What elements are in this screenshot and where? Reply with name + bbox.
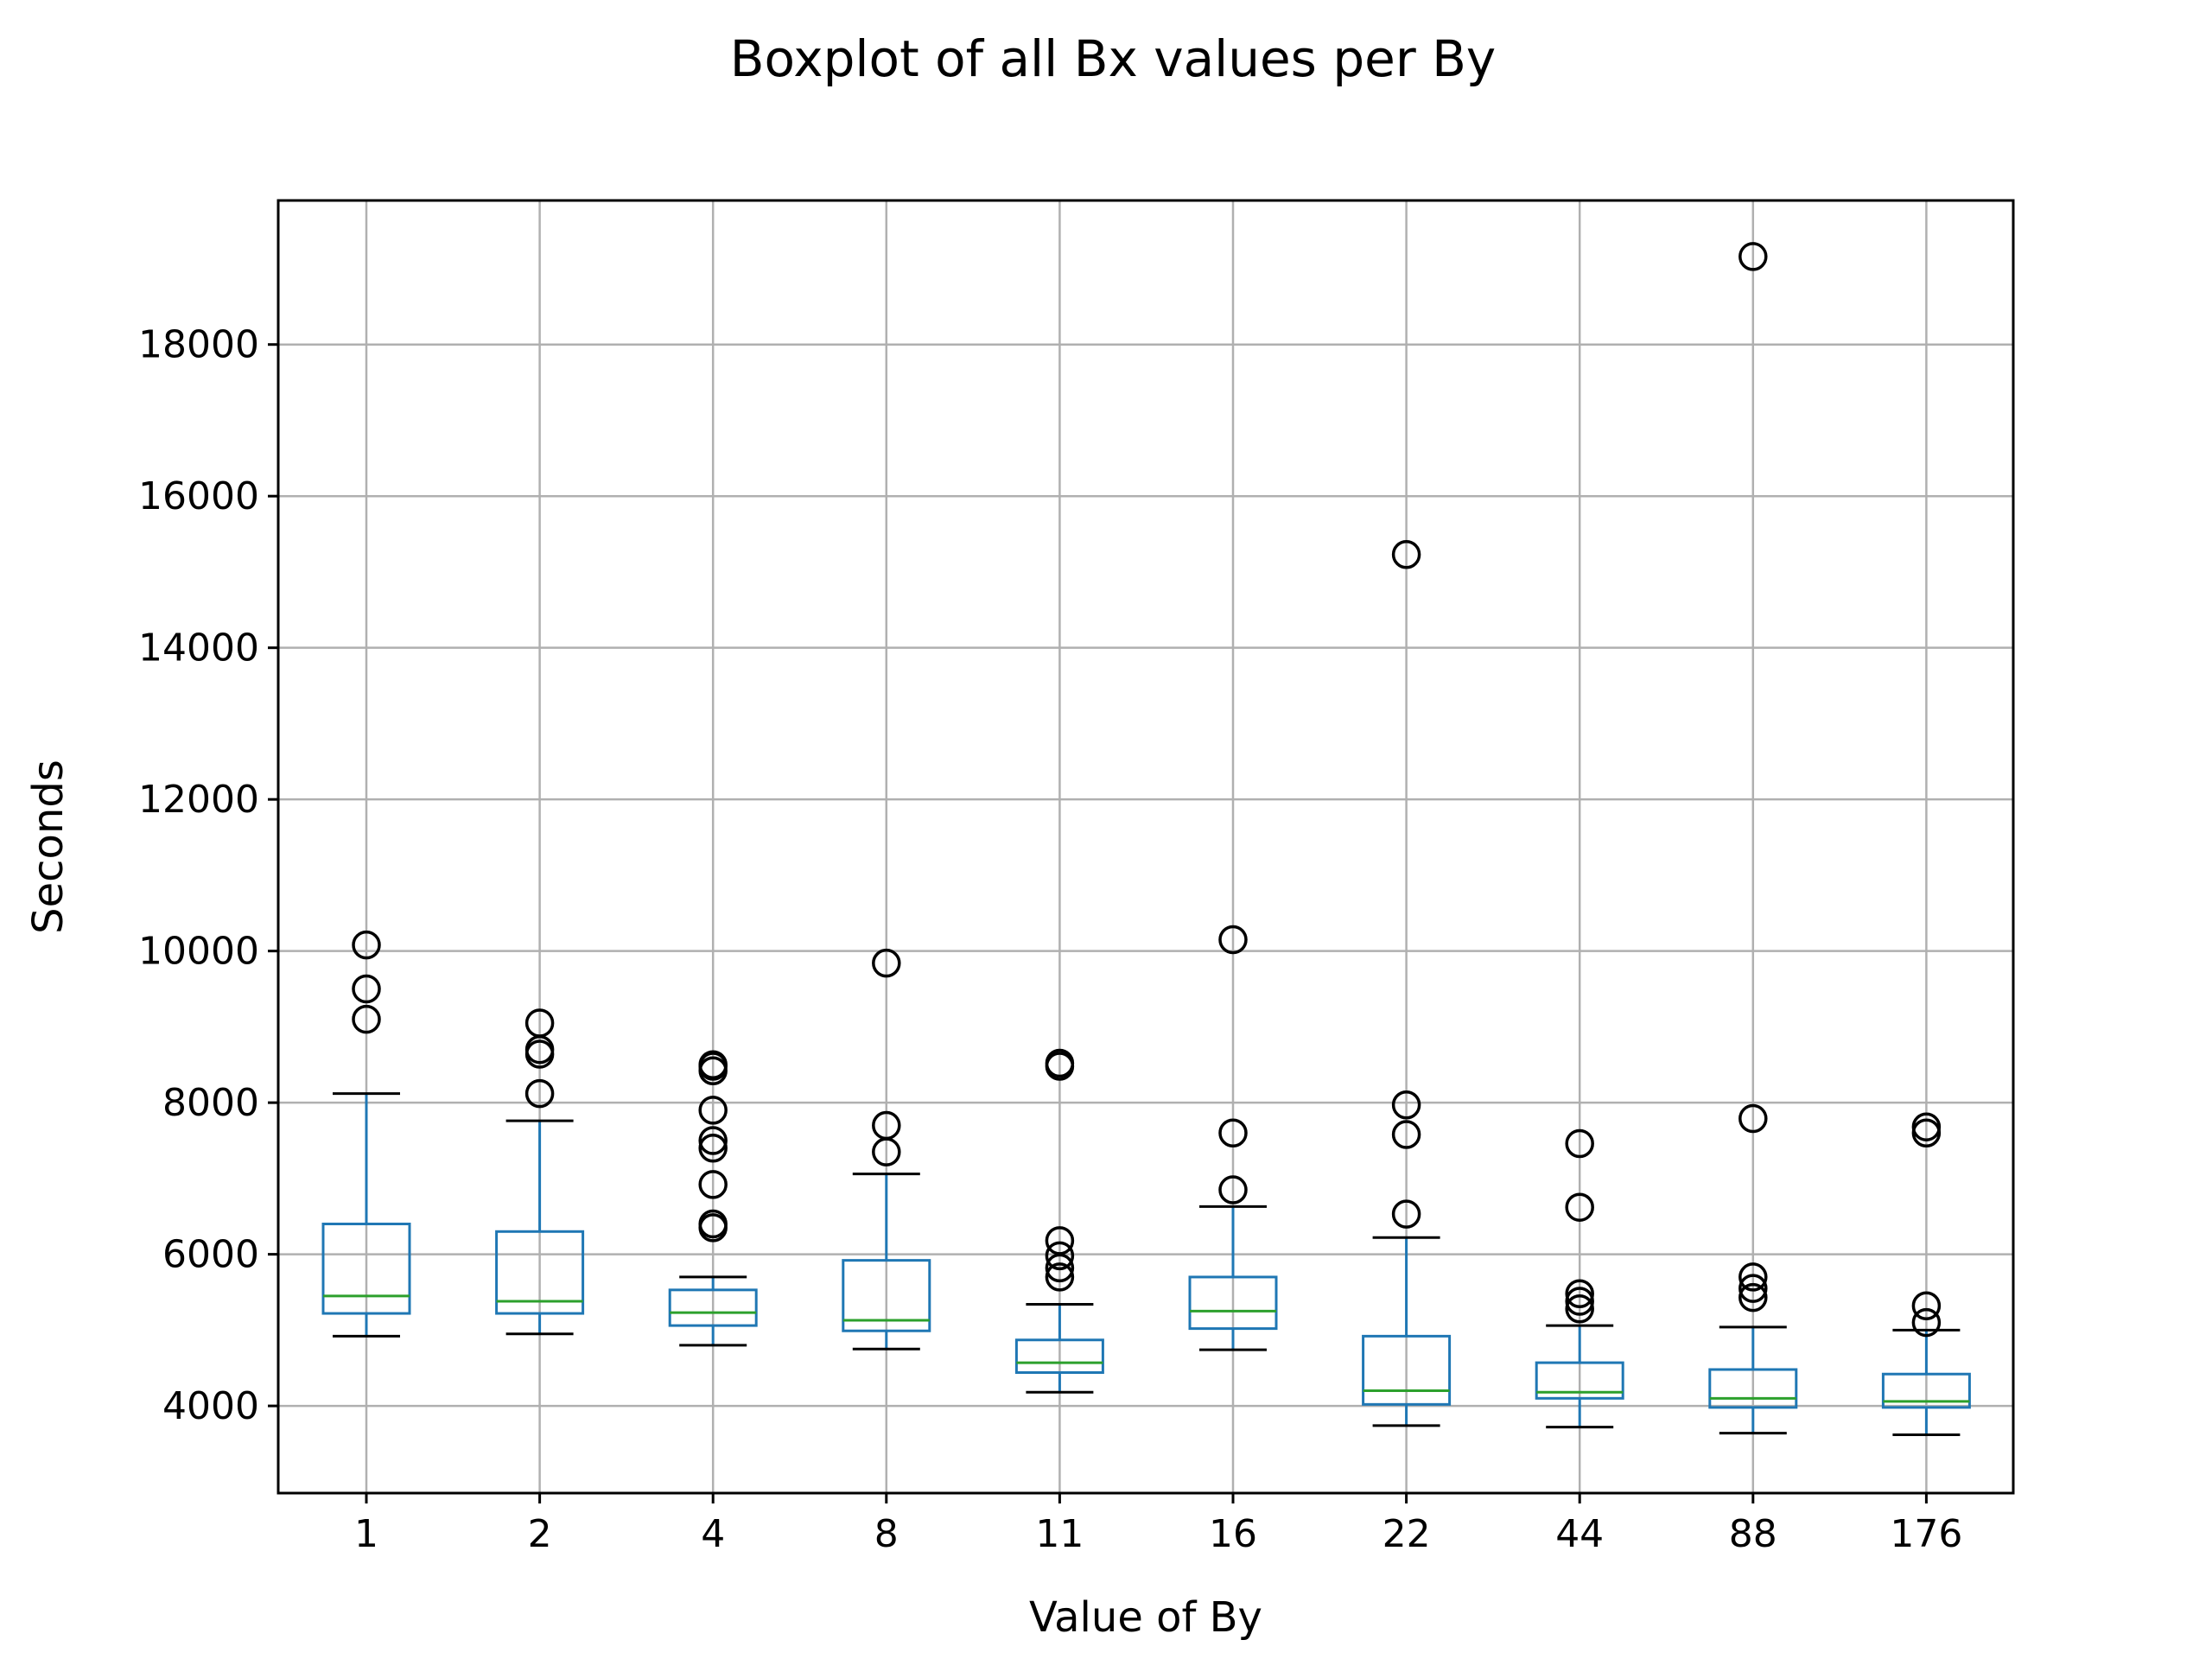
outlier-point [524, 1078, 555, 1109]
outlier-point [698, 1209, 728, 1239]
outlier-point [698, 1050, 728, 1080]
outlier-point [1565, 1192, 1594, 1222]
y-tick-label: 16000 [138, 474, 259, 518]
box-group-4 [668, 1050, 758, 1347]
x-axis-label: Value of By [1029, 1593, 1262, 1642]
x-tick-label: 2 [528, 1512, 552, 1556]
outlier-point [1045, 1241, 1075, 1271]
x-tick-label: 11 [1035, 1512, 1084, 1556]
chart-title: Boxplot of all Bx values per By [730, 29, 1496, 88]
outlier-point [698, 1134, 728, 1163]
box-group-44 [1535, 1128, 1624, 1429]
x-tick-label: 16 [1209, 1512, 1257, 1556]
x-tick-label: 1 [354, 1512, 378, 1556]
x-tick-label: 22 [1382, 1512, 1431, 1556]
outlier-point [1391, 1120, 1421, 1149]
outlier-point [352, 930, 381, 960]
iqr-box [1014, 1338, 1104, 1374]
iqr-box [1881, 1372, 1971, 1409]
y-tick-label: 6000 [162, 1233, 259, 1277]
x-tick-label: 44 [1555, 1512, 1604, 1556]
outlier-point [872, 1110, 901, 1141]
outlier-point [1738, 1262, 1768, 1292]
iqr-box [668, 1288, 758, 1327]
outlier-point [1738, 1274, 1768, 1303]
outlier-point [1738, 1282, 1768, 1313]
outlier-point [352, 974, 381, 1004]
y-tick-label: 14000 [138, 626, 259, 671]
x-tick-label: 4 [701, 1512, 725, 1556]
outlier-point [352, 1004, 381, 1034]
y-tick-label: 18000 [138, 323, 259, 367]
box-group-2 [495, 1008, 585, 1336]
outlier-point [698, 1096, 728, 1125]
outlier-point [698, 1170, 728, 1199]
outlier-point [698, 1126, 728, 1155]
iqr-box [1362, 1334, 1452, 1406]
box-group-22 [1362, 540, 1452, 1427]
box-group-16 [1188, 925, 1278, 1351]
box-series [321, 242, 1971, 1436]
outlier-point [1911, 1112, 1942, 1141]
box-group-176 [1881, 1112, 1971, 1436]
outlier-point [1738, 242, 1768, 271]
outlier-point [1391, 540, 1421, 569]
y-axis-label: Seconds [24, 760, 73, 934]
y-tick-label: 4000 [162, 1384, 259, 1428]
iqr-box [495, 1230, 585, 1315]
box-group-1 [321, 930, 411, 1338]
iqr-box [321, 1223, 411, 1315]
outlier-point [1045, 1226, 1075, 1255]
x-tick-label: 8 [874, 1512, 899, 1556]
outlier-point [1565, 1128, 1594, 1159]
x-axis-ticks: 1 2 4 8 11 16 22 44 88 176 [354, 1493, 1962, 1556]
box-group-88 [1708, 242, 1798, 1435]
y-tick-label: 8000 [162, 1081, 259, 1125]
outlier-point [1045, 1262, 1075, 1292]
outlier-point [1218, 1118, 1248, 1147]
outlier-point [1218, 1175, 1248, 1205]
outlier-point [524, 1008, 555, 1038]
y-tick-label: 10000 [138, 930, 259, 974]
box-group-11 [1014, 1048, 1104, 1394]
outlier-point [1045, 1048, 1075, 1078]
outlier-point [1565, 1287, 1594, 1316]
outlier-point [872, 948, 901, 978]
outlier-point [1391, 1199, 1421, 1229]
outlier-point [1218, 925, 1248, 955]
y-axis-ticks: 4000 6000 8000 10000 12000 14000 16000 18000 [138, 323, 278, 1428]
iqr-box [842, 1259, 931, 1332]
y-tick-label: 12000 [138, 778, 259, 822]
iqr-box [1188, 1275, 1278, 1331]
outlier-point [1738, 1103, 1768, 1134]
x-tick-label: 88 [1729, 1512, 1777, 1556]
plot-frame [276, 199, 2015, 1495]
outlier-point [1911, 1291, 1942, 1321]
outlier-point [1565, 1294, 1594, 1324]
iqr-box [1708, 1368, 1798, 1409]
outlier-point [1565, 1279, 1594, 1308]
box-group-8 [842, 948, 931, 1351]
outlier-point [1911, 1307, 1942, 1338]
iqr-box [1535, 1361, 1624, 1400]
x-tick-label: 176 [1890, 1512, 1962, 1556]
outlier-point [1391, 1090, 1421, 1120]
